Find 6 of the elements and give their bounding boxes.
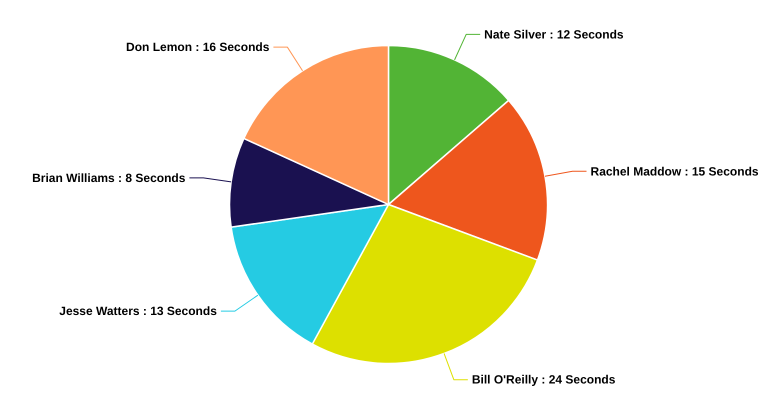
- slice-label: Nate Silver : 12 Seconds: [484, 27, 624, 42]
- slice-label: Rachel Maddow : 15 Seconds: [590, 164, 759, 178]
- slice-label: Jesse Watters : 13 Seconds: [59, 304, 218, 318]
- slice-label: Brian Williams : 8 Seconds: [32, 170, 186, 185]
- slice-label: Don Lemon : 16 Seconds: [126, 40, 270, 54]
- slice-label: Bill O'Reilly : 24 Seconds: [472, 372, 616, 387]
